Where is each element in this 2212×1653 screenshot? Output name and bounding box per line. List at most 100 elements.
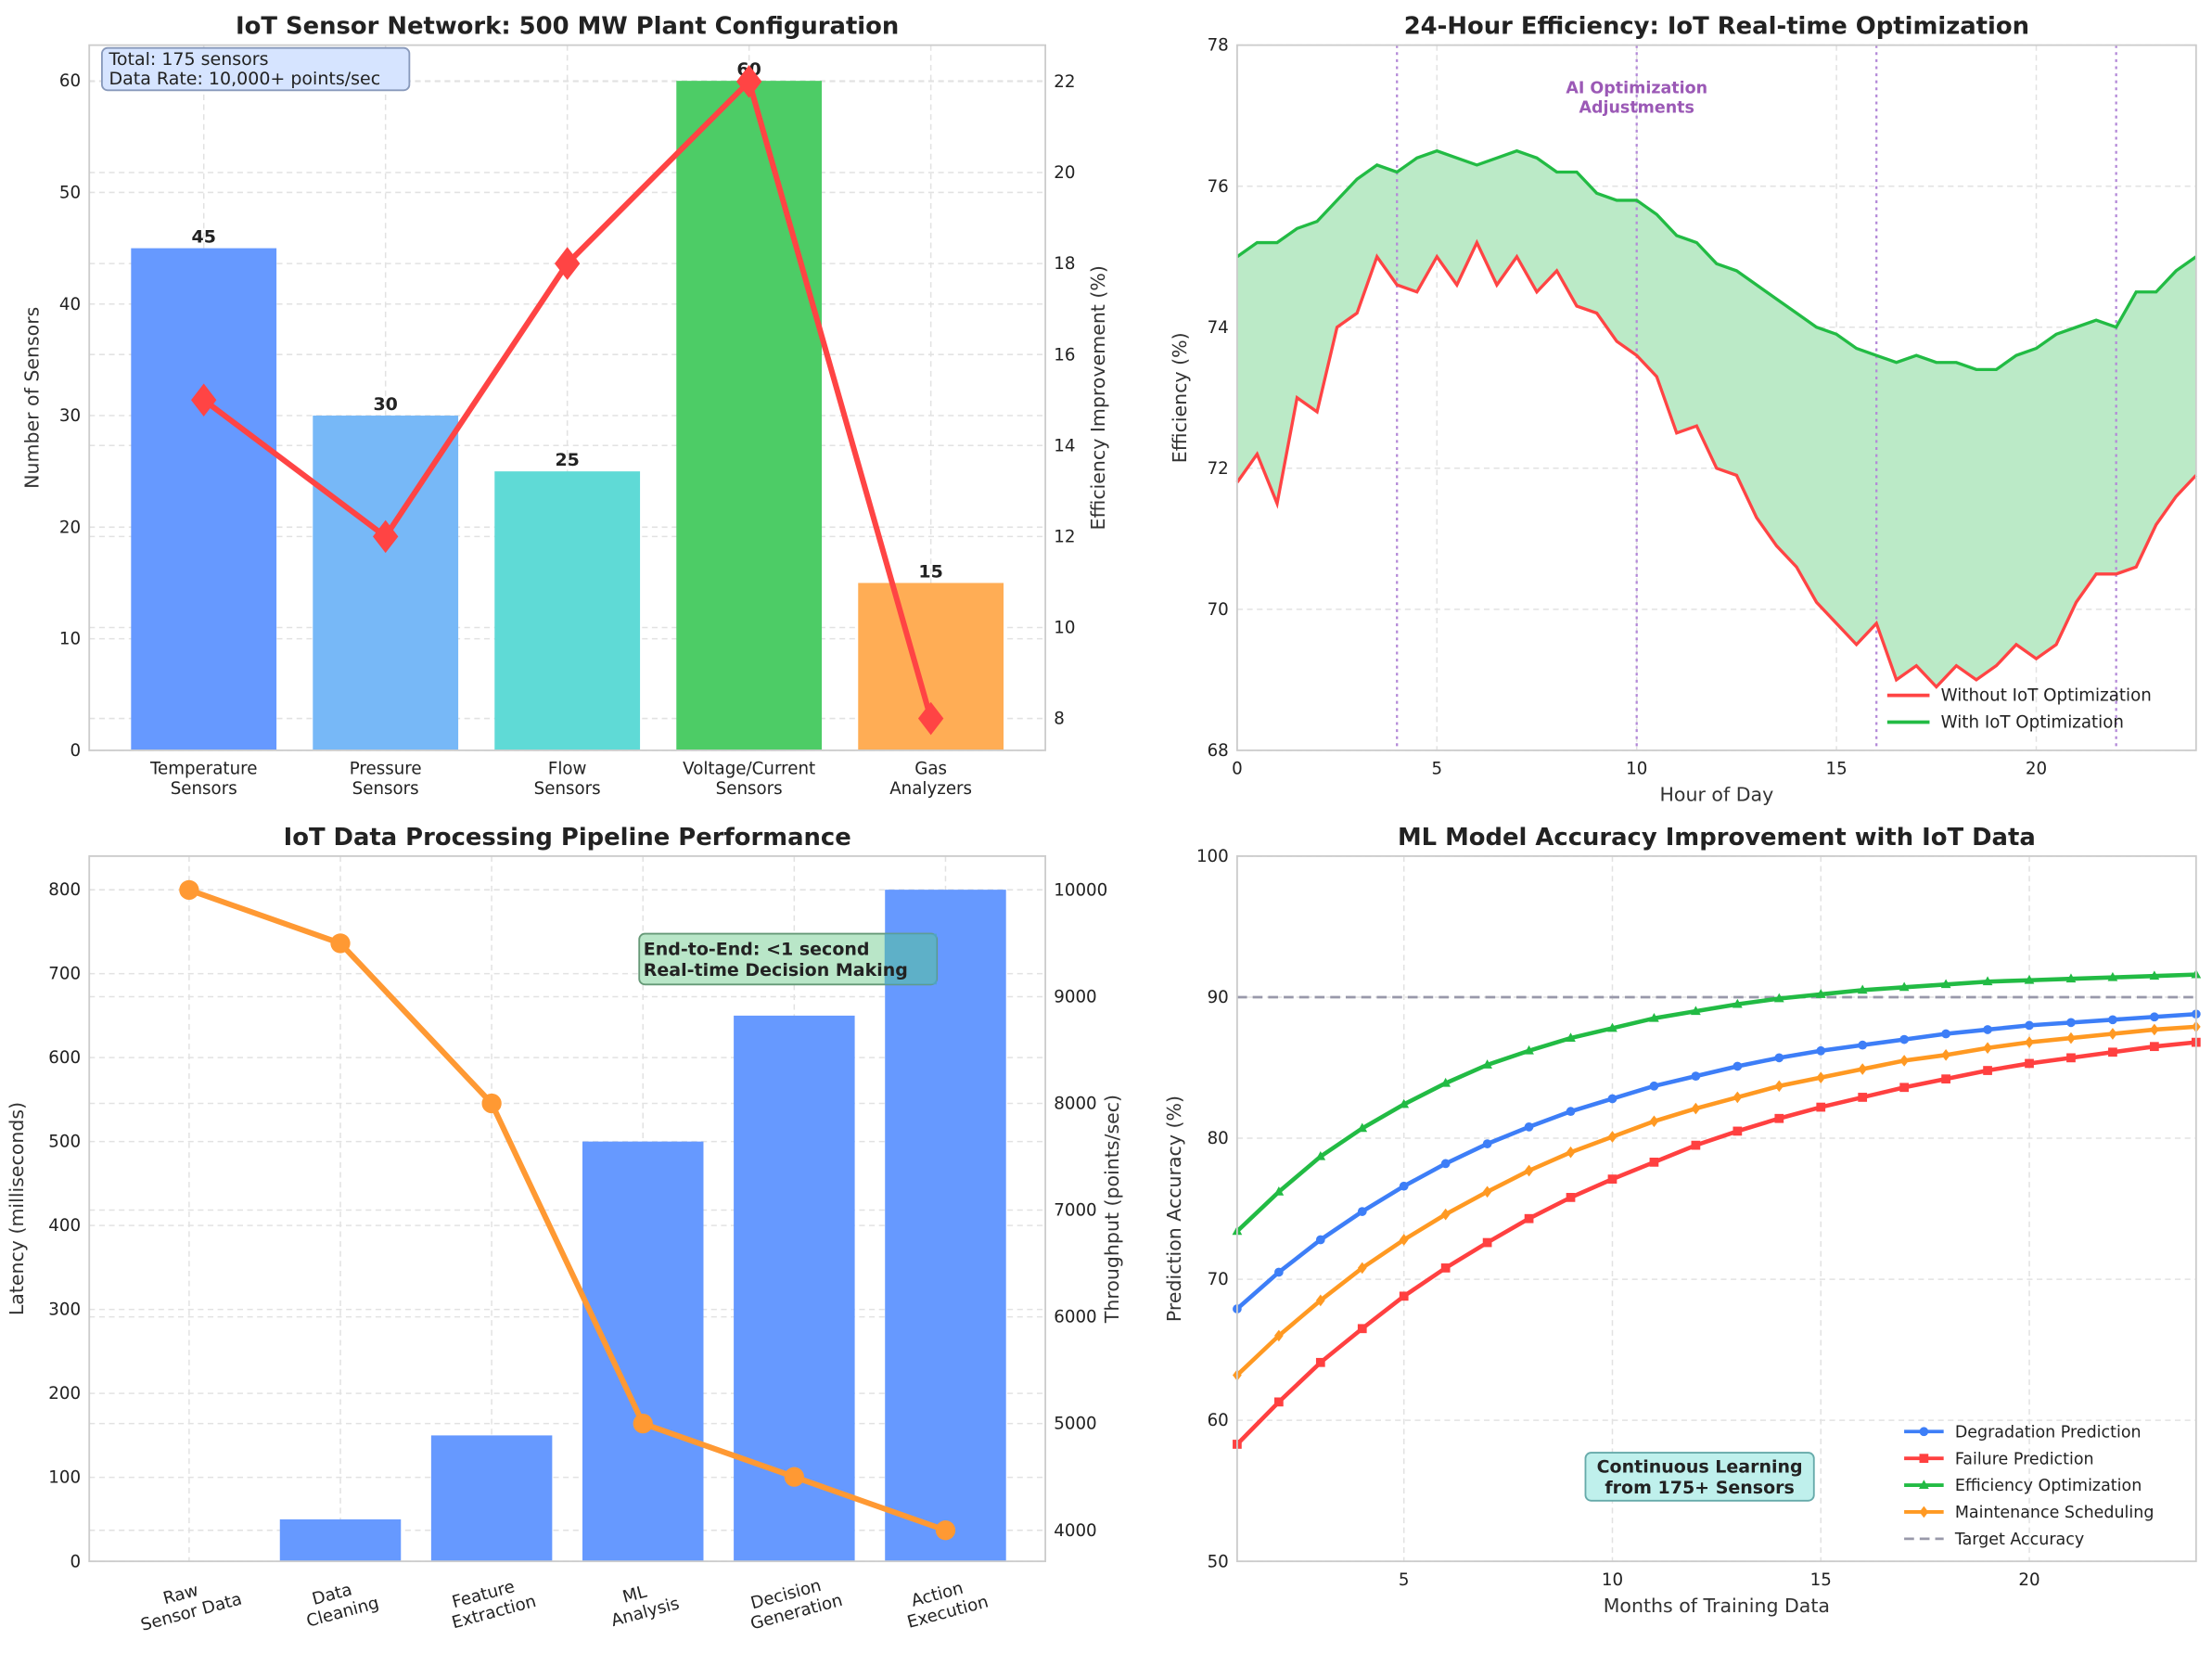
series-line	[1235, 1011, 2196, 1311]
annotation-text: Continuous Learning	[1597, 1456, 1803, 1477]
y2-axis-label: Efficiency Improvement (%)	[1087, 265, 1109, 530]
data-point	[1899, 1083, 1910, 1093]
y2-tick-label: 9000	[1054, 988, 1096, 1007]
y-tick-label: 0	[70, 1552, 82, 1571]
series-degradation-prediction	[1233, 1009, 2201, 1313]
data-point	[2025, 1036, 2034, 1048]
bar	[430, 1435, 553, 1562]
data-point	[1919, 1480, 1929, 1489]
annotation-text: Data Rate: 10,000+ points/sec	[109, 69, 381, 89]
data-point	[1774, 1113, 1784, 1123]
data-point	[1816, 1102, 1826, 1112]
y-tick-label: 100	[48, 1468, 81, 1488]
data-point	[2150, 1023, 2159, 1036]
data-point	[2066, 1018, 2076, 1028]
sensor-network-chart: 45TemperatureSensors30PressureSensors25F…	[20, 12, 1108, 799]
data-point	[1524, 1213, 1534, 1224]
data-point	[2066, 1032, 2076, 1044]
data-point	[2108, 1028, 2117, 1040]
data-point	[2149, 970, 2160, 980]
data-point	[2065, 973, 2077, 983]
y-tick-label: 72	[1208, 459, 1229, 479]
y-tick-label: 74	[1208, 318, 1229, 338]
data-point	[1524, 1164, 1534, 1177]
data-point	[2024, 974, 2035, 984]
data-point	[1440, 1263, 1451, 1273]
bar	[279, 1518, 402, 1562]
improvement-fill-area	[1236, 150, 2196, 687]
data-point	[1524, 1121, 1534, 1132]
data-point	[1941, 1029, 1950, 1039]
axes-frame	[88, 855, 1047, 1563]
y-tick-label: 78	[1208, 36, 1229, 56]
y2-tick-label: 14	[1054, 436, 1075, 455]
y-tick-label: 100	[1196, 847, 1229, 866]
data-point	[1899, 1034, 1910, 1044]
data-point	[1733, 1091, 1743, 1104]
x-tick-label: Gas	[914, 760, 947, 779]
data-point	[1440, 1077, 1451, 1087]
x-tick-label: 5	[1432, 760, 1443, 779]
x-tick-label: Sensors	[716, 779, 783, 799]
data-point	[1357, 1262, 1367, 1275]
bar-value-label: 25	[555, 450, 579, 470]
axes-frame	[1235, 44, 2197, 751]
x-tick-label: 15	[1826, 760, 1848, 779]
data-point	[1691, 1102, 1701, 1115]
annotation-box	[101, 46, 411, 92]
y-tick-label: 10	[59, 630, 81, 649]
data-point	[1273, 1397, 1284, 1407]
bar-value-label: 15	[918, 561, 942, 582]
legend-label: Without IoT Optimization	[1941, 686, 2152, 706]
data-point	[1983, 1066, 1992, 1075]
data-point	[191, 383, 217, 417]
data-point	[1816, 1071, 1826, 1083]
data-point	[1940, 979, 1951, 989]
y2-tick-label: 10	[1054, 619, 1075, 638]
data-point	[1858, 1040, 1868, 1050]
y-tick-label: 20	[59, 518, 81, 537]
series-maintenance-scheduling	[1233, 1020, 2201, 1381]
series-efficiency-optimization	[1232, 968, 2202, 1236]
legend-label: Failure Prediction	[1955, 1450, 2094, 1468]
data-point	[330, 933, 351, 954]
data-point	[1691, 1071, 1701, 1081]
data-point	[1919, 1427, 1929, 1437]
data-point	[1774, 1080, 1784, 1093]
chart-title: 24-Hour Efficiency: IoT Real-time Optimi…	[1404, 12, 2029, 40]
data-point	[1566, 1107, 1576, 1117]
y-tick-label: 200	[48, 1384, 81, 1403]
y-tick-label: 76	[1208, 177, 1229, 197]
data-point	[1399, 1098, 1410, 1108]
data-point	[1649, 1081, 1659, 1091]
y-tick-label: 800	[48, 880, 81, 900]
y-tick-label: 68	[1208, 741, 1229, 761]
data-point	[1607, 1022, 1617, 1032]
y-tick-label: 600	[48, 1048, 81, 1068]
data-point	[1482, 1139, 1492, 1148]
data-point	[2108, 1047, 2117, 1057]
bar	[494, 471, 641, 750]
series-line	[1235, 972, 2196, 1234]
y2-tick-label: 7000	[1054, 1201, 1096, 1221]
data-point	[1816, 1045, 1826, 1056]
data-point	[1357, 1324, 1367, 1334]
y-tick-label: 700	[48, 965, 81, 984]
data-point	[1983, 1025, 1992, 1034]
data-point	[1273, 1329, 1284, 1342]
x-tick-label: 5	[1399, 1570, 1410, 1590]
data-point	[179, 879, 199, 901]
annotation-text: End-to-End: <1 second	[644, 939, 870, 959]
data-point	[1482, 1185, 1492, 1198]
y-tick-label: 60	[1208, 1411, 1229, 1430]
data-point	[1857, 984, 1868, 994]
data-point	[735, 65, 762, 98]
annotation-text: from 175+ Sensors	[1605, 1478, 1794, 1498]
y-axis-label: Number of Sensors	[20, 307, 43, 489]
y-tick-label: 70	[1208, 1270, 1229, 1289]
data-point	[633, 1413, 653, 1434]
legend-label: Target Accuracy	[1954, 1531, 2084, 1549]
data-point	[1858, 1063, 1868, 1075]
data-point	[1482, 1237, 1492, 1248]
annotation-text: Adjustments	[1579, 99, 1694, 118]
